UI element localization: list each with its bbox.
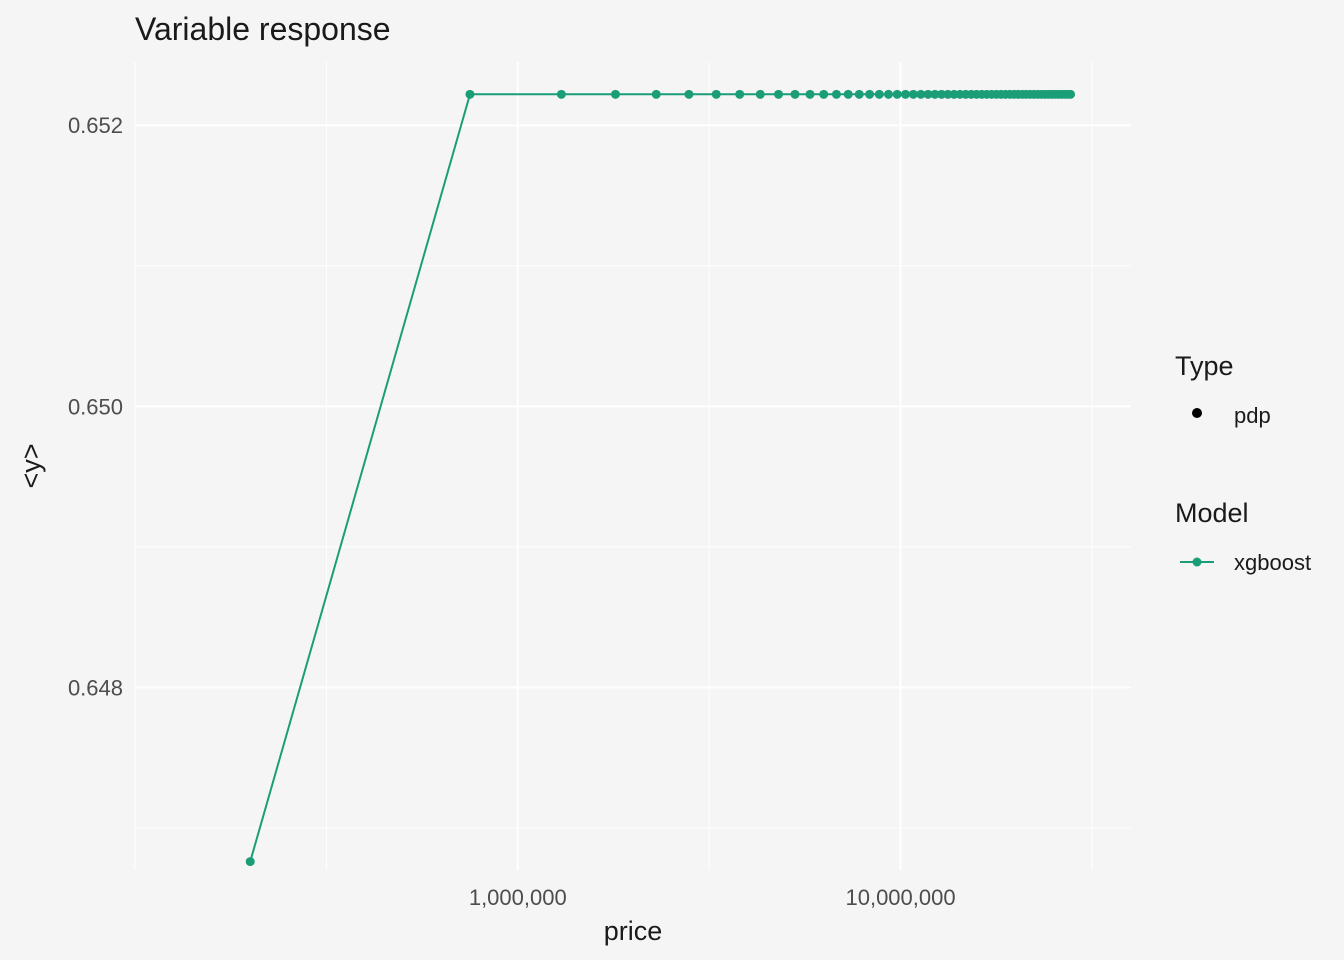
data-point <box>610 89 620 99</box>
data-point <box>755 89 765 99</box>
y-tick-label: 0.648 <box>68 675 123 700</box>
data-point <box>843 89 853 99</box>
data-point <box>1066 89 1076 99</box>
data-point <box>819 89 829 99</box>
data-point <box>923 89 933 99</box>
legend-type-label-pdp: pdp <box>1234 403 1271 428</box>
data-point <box>937 89 947 99</box>
legend-model-label-xgboost: xgboost <box>1234 550 1311 575</box>
data-point <box>711 89 721 99</box>
chart-title: Variable response <box>135 11 391 47</box>
legend-model-key-dot <box>1192 557 1202 567</box>
data-point <box>908 89 918 99</box>
y-tick-label: 0.652 <box>68 113 123 138</box>
data-point <box>651 89 661 99</box>
data-point <box>465 89 475 99</box>
data-point <box>883 89 893 99</box>
data-point <box>774 89 784 99</box>
series-layer <box>245 89 1076 867</box>
data-point <box>892 89 902 99</box>
legend: Type pdp Model xgboost <box>1175 351 1311 575</box>
series-line-xgboost <box>249 93 1071 862</box>
data-point <box>790 89 800 99</box>
data-point <box>245 857 255 867</box>
data-point <box>735 89 745 99</box>
data-point <box>874 89 884 99</box>
data-point <box>684 89 694 99</box>
data-point <box>854 89 864 99</box>
x-axis-title: price <box>604 916 663 946</box>
data-point <box>831 89 841 99</box>
data-point <box>556 89 566 99</box>
legend-model-title: Model <box>1175 498 1249 528</box>
data-point <box>900 89 910 99</box>
grid-layer <box>134 62 1131 870</box>
axis-layer: 0.648 0.650 0.652 1,000,000 10,000,000 <box>68 113 956 910</box>
data-point <box>865 89 875 99</box>
legend-type-key-pdp <box>1192 408 1202 418</box>
data-point <box>930 89 940 99</box>
x-tick-label: 1,000,000 <box>469 885 567 910</box>
data-point <box>916 89 926 99</box>
y-axis-title: <y> <box>16 443 46 488</box>
y-tick-label: 0.650 <box>68 394 123 419</box>
legend-type-title: Type <box>1175 351 1234 381</box>
data-point <box>805 89 815 99</box>
x-tick-label: 10,000,000 <box>845 885 955 910</box>
